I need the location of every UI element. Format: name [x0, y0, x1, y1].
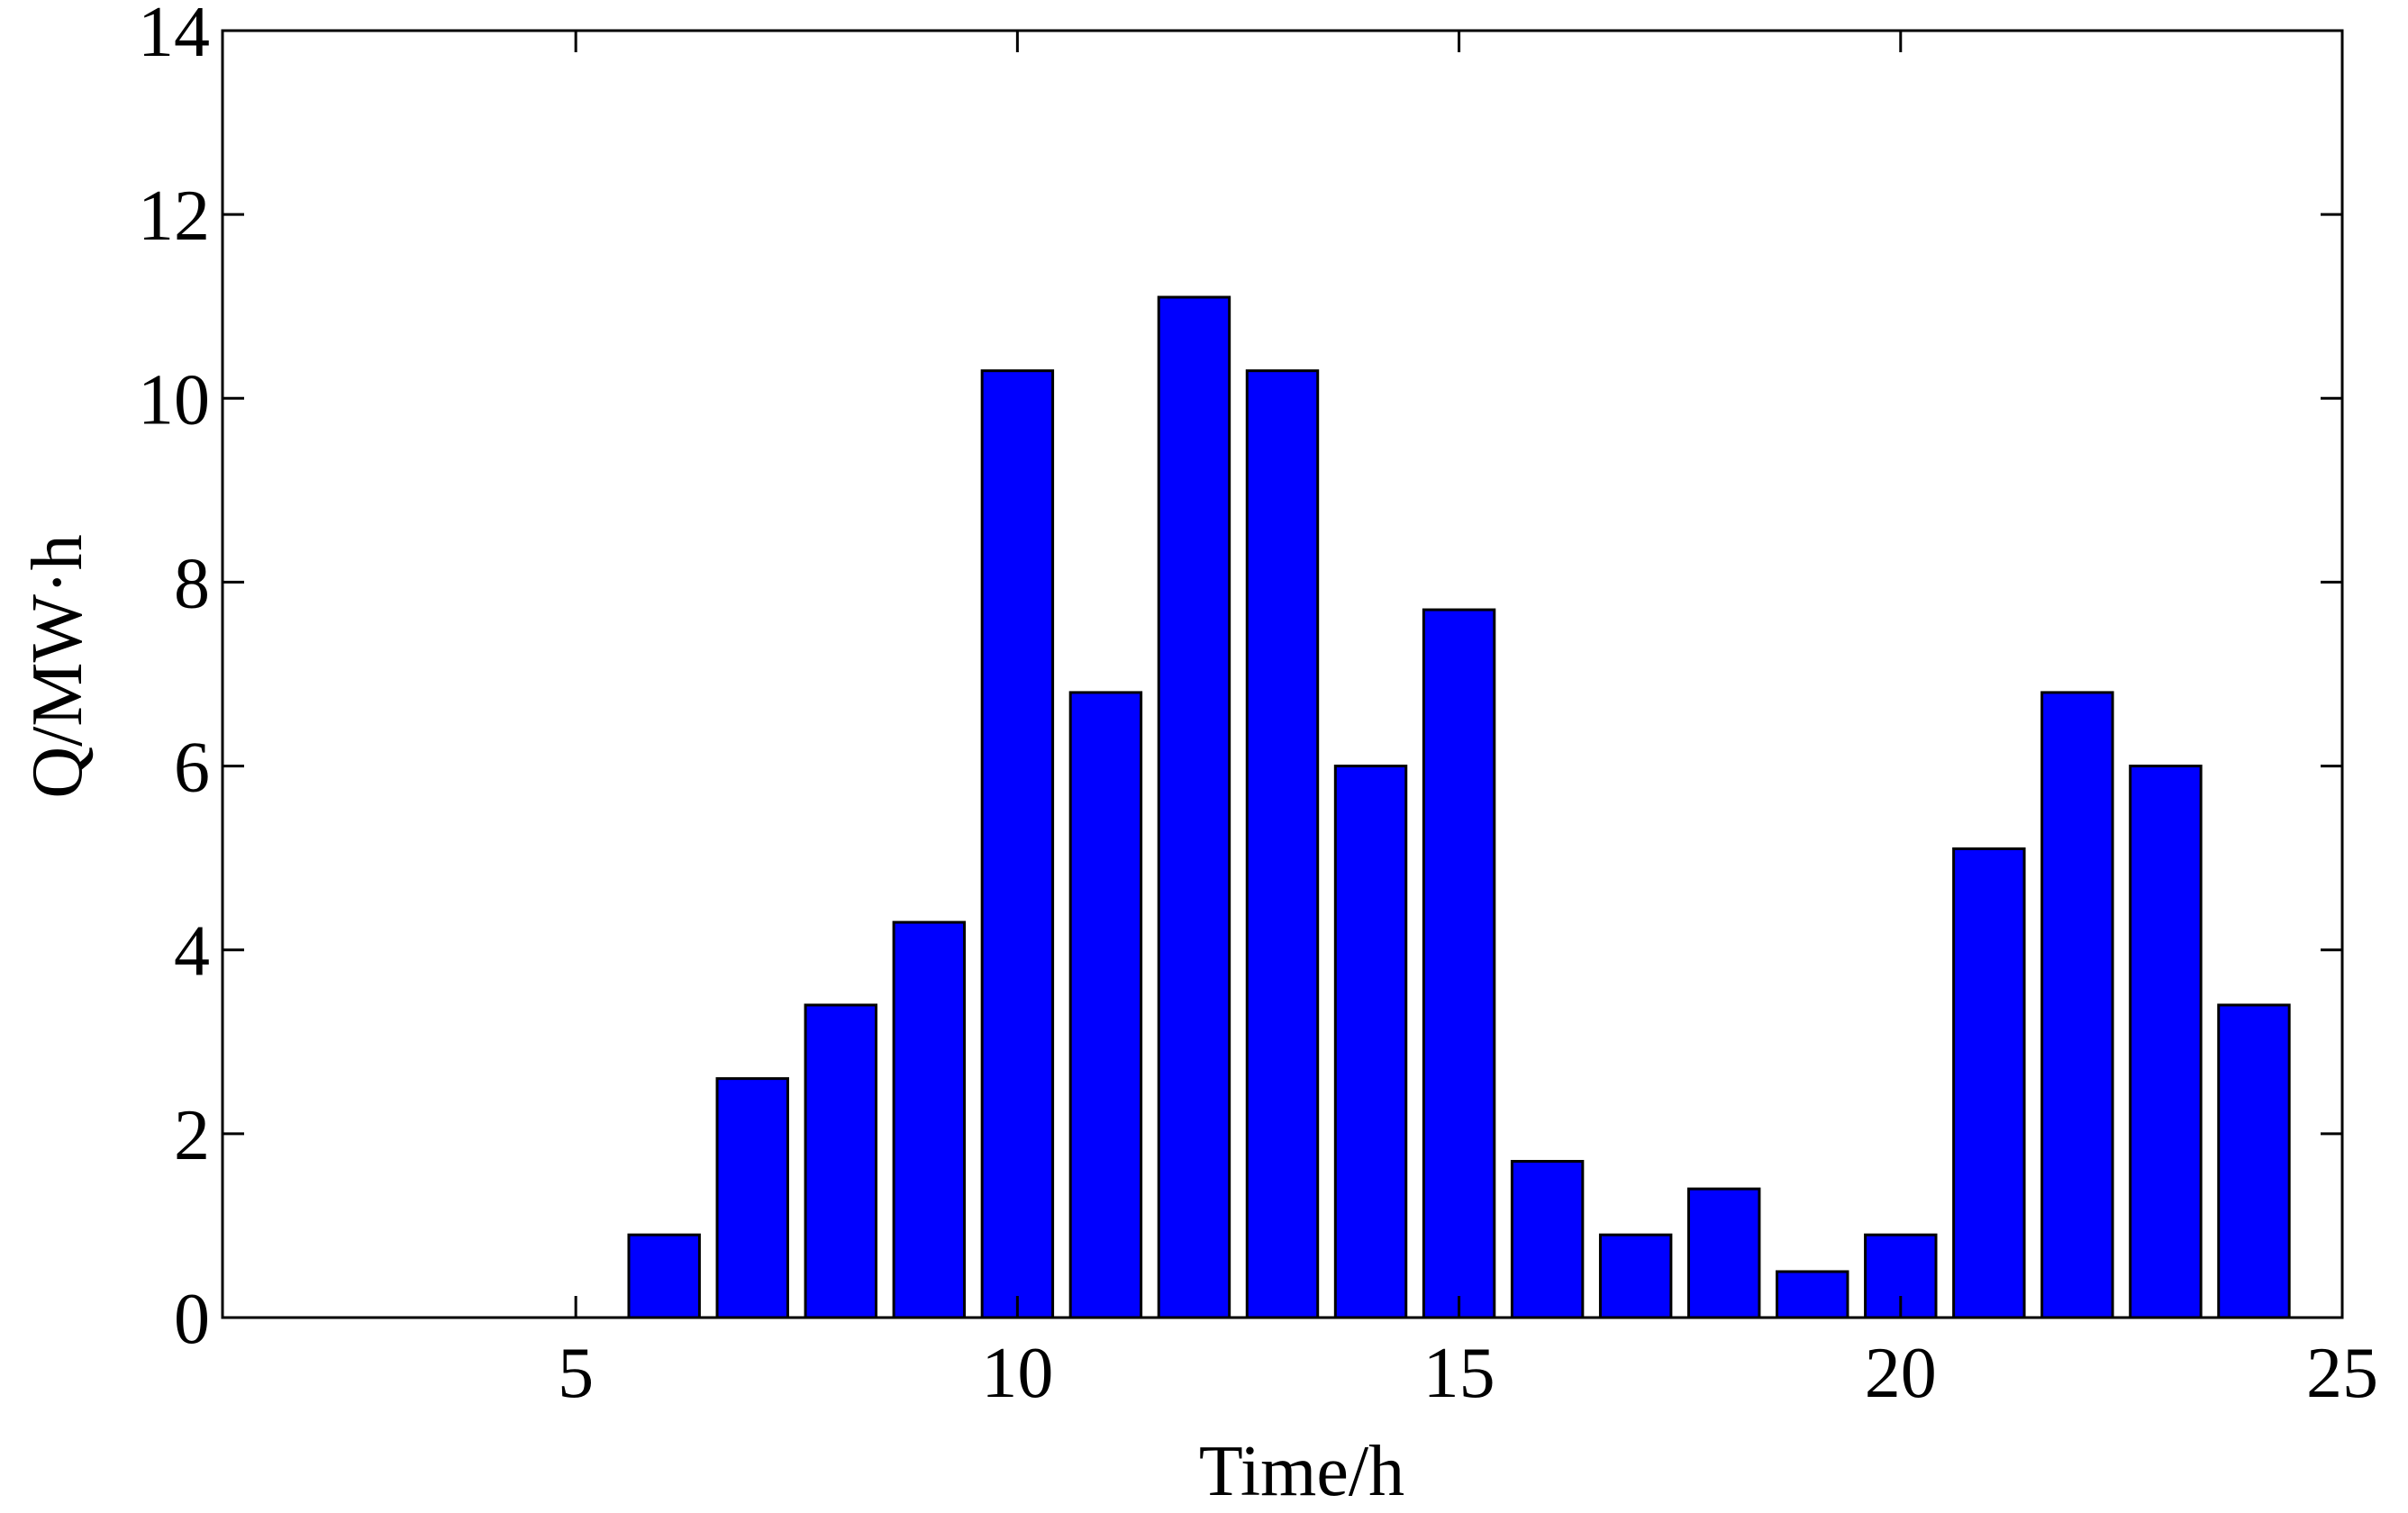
x-tick-label: 10: [981, 1334, 1053, 1413]
y-tick-label: 14: [138, 0, 210, 72]
bar: [1333, 765, 1408, 1319]
y-tick-label: 12: [138, 177, 210, 256]
bar: [804, 1003, 878, 1319]
y-tick-label: 8: [174, 544, 210, 623]
bar: [2040, 691, 2114, 1319]
y-tick-label: 4: [174, 912, 210, 992]
y-tick-label: 2: [174, 1096, 210, 1175]
bar: [715, 1077, 789, 1319]
bar: [2217, 1003, 2291, 1319]
bar: [980, 369, 1055, 1319]
x-axis-label: Time/h: [1199, 1432, 1404, 1511]
bar: [1422, 608, 1496, 1319]
bar: [892, 920, 967, 1319]
x-tick-label: 5: [558, 1334, 594, 1413]
bar: [1952, 847, 2026, 1319]
bar: [1776, 1270, 1849, 1319]
bar: [1068, 691, 1143, 1319]
bar: [1686, 1187, 1761, 1319]
bar: [2129, 765, 2203, 1319]
y-tick-label: 10: [138, 360, 210, 439]
bar: [1245, 369, 1320, 1319]
bar: [627, 1233, 701, 1319]
y-tick-label: 0: [174, 1280, 210, 1359]
bar: [1598, 1233, 1673, 1319]
y-tick-label: 6: [174, 729, 210, 808]
x-tick-label: 15: [1423, 1334, 1495, 1413]
bar: [1157, 295, 1231, 1319]
x-tick-label: 25: [2306, 1334, 2378, 1413]
y-axis-label: Q/MW·h: [18, 534, 97, 798]
bar: [1510, 1159, 1585, 1319]
x-tick-label: 20: [1865, 1334, 1937, 1413]
plot-frame: [221, 29, 2344, 1319]
